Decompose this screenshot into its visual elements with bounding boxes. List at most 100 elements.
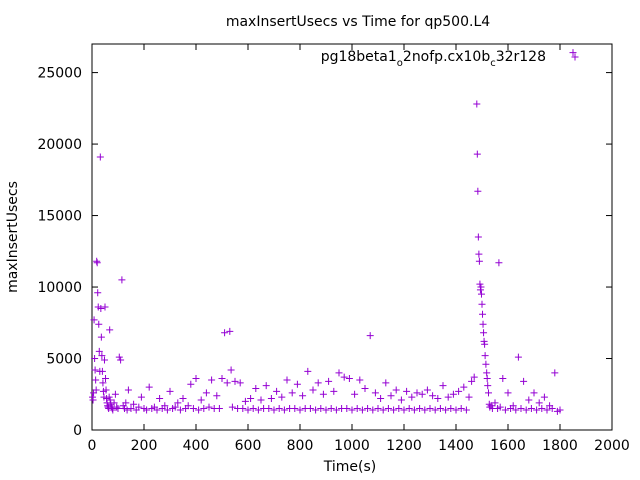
data-point [102,375,110,383]
data-point [247,395,255,403]
data-point [312,406,320,414]
data-point [473,150,481,158]
data-point [221,329,229,337]
data-point [340,373,348,381]
data-point [93,257,101,265]
data-point [171,403,179,411]
data-point [455,387,463,395]
data-point [514,353,522,361]
data-point [213,392,221,400]
data-point [569,49,577,57]
data-point [90,316,98,324]
legend-plus-marker [571,53,579,61]
x-axis-label: Time(s) [323,459,376,475]
data-point [377,395,385,403]
data-point [482,360,490,368]
data-point [449,390,457,398]
data-point [483,375,491,383]
data-point [403,387,411,395]
x-tick-label: 1000 [334,438,370,454]
data-point [257,396,265,404]
data-point [161,402,169,410]
data-point [189,405,197,413]
x-tick-label: 600 [235,438,262,454]
data-point [114,405,122,413]
data-point [100,356,108,364]
data-point [473,100,481,108]
y-axis-label: maxInsertUsecs [5,181,21,293]
x-tick-label: 400 [183,438,210,454]
data-point [98,352,106,360]
data-point [195,406,203,414]
data-point [270,406,278,414]
data-point [345,375,353,383]
data-point [156,395,164,403]
data-point [421,406,429,414]
data-point [379,406,387,414]
data-point [512,406,520,414]
data-point [288,389,296,397]
data-point [89,393,97,401]
data-point [176,406,184,414]
data-point [92,386,100,394]
data-point [397,396,405,404]
data-point [410,406,418,414]
data-point [540,393,548,401]
data-point [127,405,135,413]
data-point [475,257,483,265]
data-point [322,406,330,414]
data-point [374,405,382,413]
data-point [254,406,262,414]
data-point [273,387,281,395]
data-point [239,405,247,413]
data-point [527,405,535,413]
data-point [400,406,408,414]
data-point [330,387,338,395]
data-point [476,280,484,288]
plot-frame [91,43,613,431]
data-point [474,187,482,195]
data-point [429,392,437,400]
data-point [184,402,192,410]
data-point [291,405,299,413]
data-point [278,393,286,401]
data-point [104,402,112,410]
y-tick-label: 20000 [37,137,82,153]
data-point [97,333,105,341]
data-point [325,377,333,385]
data-point [267,395,275,403]
data-point [89,396,97,404]
data-point [351,390,359,398]
data-point [525,396,533,404]
data-point [481,352,489,360]
data-point [218,375,226,383]
data-point [475,250,483,258]
data-point [483,369,491,377]
y-tick-label: 5000 [46,352,82,368]
x-tick-label: 2000 [594,438,630,454]
x-tick-label: 200 [131,438,158,454]
data-point [499,375,507,383]
y-tick-label: 0 [73,423,82,439]
data-point [166,387,174,395]
data-point [439,382,447,390]
data-point [153,406,161,414]
data-point [484,382,492,390]
data-point [304,367,312,375]
legend-label: pg18beta1o2nofp.cx10bc32r128 [321,49,546,69]
data-point [208,376,216,384]
data-point [111,390,119,398]
x-tick-label: 0 [88,438,97,454]
data-point [231,377,239,385]
data-point [215,405,223,413]
y-tick-label: 10000 [37,280,82,296]
data-point [468,377,476,385]
data-point [249,405,257,413]
data-point [115,353,123,361]
data-point [447,405,455,413]
data-point [332,406,340,414]
data-point [296,406,304,414]
data-point [93,259,101,267]
data-point [299,392,307,400]
data-point [107,400,115,408]
